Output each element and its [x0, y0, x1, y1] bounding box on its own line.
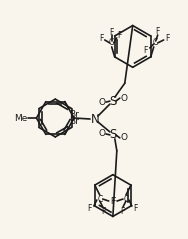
Text: S: S — [109, 128, 117, 141]
Text: O: O — [99, 129, 105, 138]
Text: Br: Br — [69, 110, 79, 119]
Text: F: F — [102, 207, 106, 217]
Text: C: C — [153, 38, 158, 48]
Text: C: C — [97, 195, 102, 204]
Text: F: F — [109, 27, 114, 37]
Text: O: O — [99, 98, 105, 107]
Text: C: C — [109, 38, 114, 48]
Text: N: N — [91, 113, 99, 125]
Text: Br: Br — [69, 117, 79, 126]
Text: F: F — [134, 205, 138, 213]
Text: O: O — [120, 94, 127, 103]
Text: F: F — [118, 32, 122, 40]
Text: F: F — [100, 34, 104, 43]
Text: F: F — [88, 205, 92, 213]
Text: F: F — [111, 196, 115, 206]
Text: O: O — [120, 133, 127, 142]
Text: C: C — [123, 195, 129, 204]
Text: S: S — [109, 95, 117, 108]
Text: F: F — [111, 196, 115, 206]
Text: F: F — [144, 46, 148, 55]
Text: F: F — [165, 34, 170, 43]
Text: F: F — [120, 207, 124, 217]
Text: Me: Me — [14, 114, 27, 123]
Text: F: F — [155, 27, 160, 36]
